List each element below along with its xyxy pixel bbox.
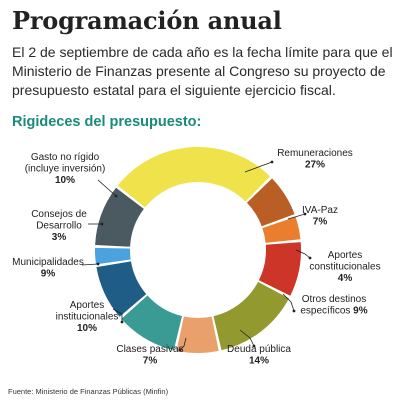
- slice-consejos-de-desarrollo: [95, 247, 131, 265]
- slice-otros-destinos-especificos: [258, 242, 301, 296]
- slice-label-gasto-no-rigido-incluye-inversion: (incluye inversión): [25, 164, 106, 175]
- slice-value-remuneraciones: 27%: [305, 160, 325, 171]
- slice-label-aportes-constitucionales: constitucionales: [309, 262, 380, 273]
- leader-line-remuneraciones: [244, 161, 273, 173]
- slice-label-aportes-institucionales: institucionales: [56, 312, 119, 323]
- slice-iva-paz: [246, 178, 295, 227]
- leader-dot-otros-destinos-especificos: [292, 309, 296, 313]
- leader-dot-aportes-institucionales: [120, 320, 124, 324]
- leader-line-gasto-no-rigido-incluye-inversion: [97, 179, 117, 197]
- slice-label-aportes-institucionales: Aportes: [70, 300, 104, 311]
- slice-label-remuneraciones: Remuneraciones: [277, 148, 353, 159]
- slice-value-iva-paz: 7%: [313, 217, 328, 228]
- slice-aportes-constitucionales: [262, 216, 301, 243]
- slice-value-municipalidades: 9%: [41, 269, 56, 280]
- slice-label-clases-pasivas: Clases pasivas: [116, 344, 183, 355]
- leader-dot-consejos-de-desarrollo: [100, 222, 104, 226]
- leader-line-clases-pasivas: [179, 337, 187, 351]
- slice-label-consejos-de-desarrollo: Desarrollo: [36, 221, 82, 232]
- slice-value-aportes-constitucionales: 4%: [338, 273, 353, 284]
- intro-text: El 2 de septiembre de cada año es la fec…: [12, 44, 393, 98]
- slice-clases-pasivas: [176, 316, 219, 353]
- slice-label-deuda-publica: Deuda pública: [227, 344, 291, 355]
- slice-value-gasto-no-rigido-incluye-inversion: 10%: [55, 175, 75, 186]
- page-title: Programación anual: [12, 6, 282, 35]
- slice-remuneraciones: [117, 146, 271, 208]
- slice-value-otros-destinos-especificos: 9%: [350, 306, 367, 317]
- source-note: Fuente: Ministerio de Finanzas Públicas …: [8, 387, 169, 396]
- leader-dot-gasto-no-rigido-incluye-inversion: [114, 194, 118, 198]
- leader-dot-iva-paz: [303, 212, 307, 216]
- slice-value-aportes-institucionales: 10%: [77, 323, 97, 334]
- leader-dot-aportes-constitucionales: [308, 256, 312, 260]
- leader-dot-clases-pasivas: [178, 348, 182, 352]
- slice-gasto-no-rigido-incluye-inversion: [95, 187, 144, 247]
- slice-municipalidades: [96, 261, 147, 317]
- slice-label-consejos-de-desarrollo: Consejos de: [31, 209, 87, 220]
- slice-deuda-publica: [213, 281, 289, 351]
- slice-label-otros-destinos-especificos: Otros destinos: [302, 294, 366, 305]
- chart-subtitle: Rigideces del presupuesto:: [12, 114, 202, 130]
- slice-label-iva-paz: IVA-Paz: [302, 205, 338, 216]
- leader-line-municipalidades: [81, 263, 99, 266]
- leader-line-otros-destinos-especificos: [282, 293, 295, 312]
- slice-label-aportes-constitucionales: Aportes: [328, 250, 362, 261]
- slice-label-municipalidades: Municipalidades: [12, 257, 84, 268]
- slice-value-deuda-publica: 14%: [249, 356, 269, 367]
- leader-dot-municipalidades: [96, 262, 100, 266]
- slice-value-consejos-de-desarrollo: 3%: [52, 232, 67, 243]
- leader-dot-remuneraciones: [270, 160, 274, 164]
- leader-line-deuda-publica: [239, 329, 255, 347]
- leader-line-aportes-constitucionales: [295, 249, 311, 259]
- leader-line-iva-paz: [287, 213, 306, 220]
- leader-dot-deuda-publica: [252, 344, 256, 348]
- slice-label-gasto-no-rigido-incluye-inversion: Gasto no rígido: [31, 152, 100, 163]
- leader-line-aportes-institucionales: [112, 308, 123, 322]
- slice-label-otros-destinos-especificos: específicos 9%: [300, 306, 367, 317]
- slice-value-clases-pasivas: 7%: [143, 356, 158, 367]
- slice-aportes-institucionales: [121, 295, 183, 351]
